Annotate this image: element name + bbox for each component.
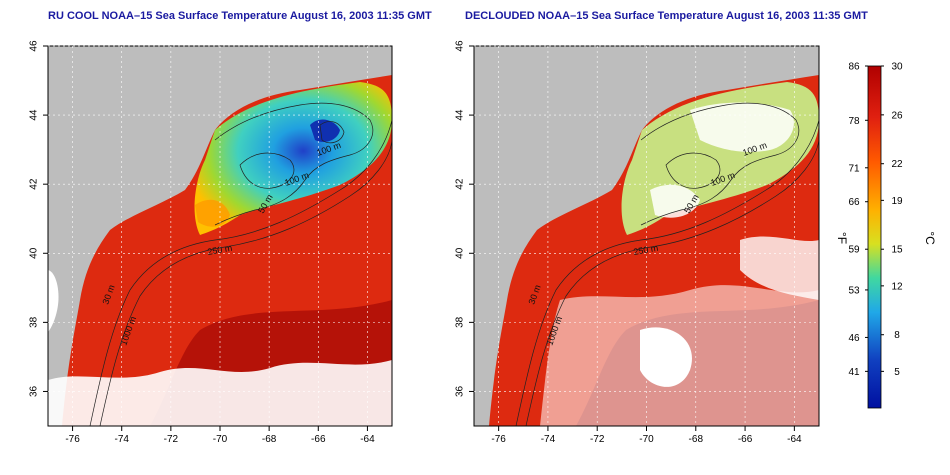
y-tick-label: 38 (29, 316, 40, 328)
y-tick-label: 46 (455, 40, 466, 52)
x-tick-label: -66 (738, 434, 753, 445)
bathymetry-contours (515, 102, 819, 426)
colorbar-f-label: 66 (848, 197, 860, 208)
x-tick-label: -74 (114, 434, 129, 445)
gulf-of-maine-cool-water (194, 82, 392, 235)
y-tick-label: 42 (455, 178, 466, 190)
x-tick-label: -64 (360, 434, 375, 445)
x-tick-label: -76 (491, 434, 506, 445)
y-tick-label: 38 (455, 316, 466, 328)
decloud-gap (650, 184, 700, 218)
colorbar-c-label: 19 (891, 196, 903, 207)
x-tick-label: -76 (65, 434, 80, 445)
x-tick-label: -66 (311, 434, 326, 445)
land-mass (474, 46, 819, 426)
land-mass (48, 46, 392, 426)
y-tick-label: 44 (29, 109, 40, 121)
left-panel-title: RU COOL NOAA–15 Sea Surface Temperature … (48, 10, 432, 22)
y-tick-label: 36 (455, 385, 466, 397)
x-tick-label: -72 (590, 434, 605, 445)
warm-patch (195, 199, 230, 227)
y-tick-label: 40 (455, 247, 466, 259)
colorbar-f-label: 41 (848, 367, 860, 378)
y-tick-label: 46 (29, 40, 40, 52)
cloud-patch (740, 236, 819, 300)
colorbar-c-label: 5 (894, 367, 900, 378)
colorbar-c-label: 22 (891, 159, 903, 170)
right-panel-title: DECLOUDED NOAA–15 Sea Surface Temperatur… (465, 10, 868, 22)
colorbar-c-label: 30 (891, 62, 903, 73)
colorbar-c-label: 8 (894, 330, 900, 341)
contour-label: 250 m (207, 243, 233, 257)
colorbar-c-unit: °C (923, 231, 937, 245)
y-tick-label: 42 (29, 178, 40, 190)
contour-label: 250 m (633, 243, 659, 257)
colorbar-c-label: 12 (891, 281, 903, 292)
x-tick-label: -64 (787, 434, 802, 445)
colorbar-labels: 30 26 22 19 15 12 8 5 86 78 71 66 59 53 46 41 °F °C (835, 62, 937, 378)
colorbar-f-unit: °F (835, 232, 849, 244)
cloud-patch (48, 270, 59, 332)
x-tick-label: -68 (689, 434, 704, 445)
y-tick-label: 44 (455, 109, 466, 121)
colorbar-f-label: 78 (848, 116, 860, 127)
y-tick-label: 40 (29, 247, 40, 259)
colorbar-f-label: 59 (848, 245, 860, 256)
colorbar-c-label: 26 (891, 110, 903, 121)
x-tick-label: -72 (164, 434, 179, 445)
right-map (474, 46, 819, 426)
colorbar-f-label: 53 (848, 285, 860, 296)
coldest-spot (310, 119, 340, 142)
colorbar-f-label: 71 (848, 163, 860, 174)
x-tick-label: -70 (639, 434, 654, 445)
colorbar (867, 65, 882, 409)
colorbar-f-label: 86 (848, 62, 860, 73)
colorbar-c-label: 15 (891, 245, 903, 256)
x-tick-label: -74 (541, 434, 556, 445)
colorbar-f-label: 46 (848, 333, 860, 344)
cloud-patch (640, 327, 692, 387)
x-tick-label: -68 (262, 434, 277, 445)
y-tick-label: 36 (29, 385, 40, 397)
x-tick-label: -70 (213, 434, 228, 445)
bathymetry-contours (89, 102, 392, 426)
